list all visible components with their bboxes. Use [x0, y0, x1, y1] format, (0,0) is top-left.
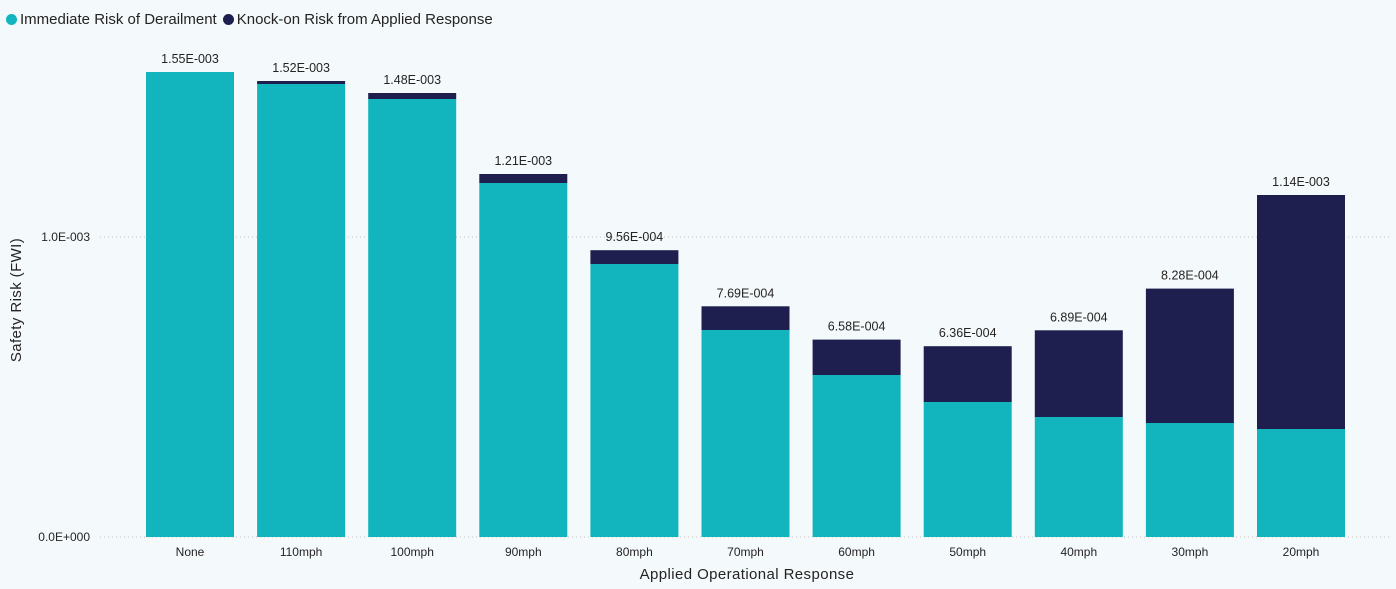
bar-immediate-risk[interactable]: [1034, 417, 1123, 537]
x-tick-label: 80mph: [616, 545, 653, 559]
x-tick-label: 100mph: [391, 545, 434, 559]
legend: Immediate Risk of Derailment Knock-on Ri…: [6, 9, 499, 29]
y-tick-label: 0.0E+000: [38, 530, 90, 544]
bar-knock-on-risk[interactable]: [590, 250, 679, 264]
bar-immediate-risk[interactable]: [590, 264, 679, 537]
bar-immediate-risk[interactable]: [701, 330, 790, 537]
total-data-label: 6.89E-004: [1050, 310, 1108, 324]
x-tick-label: 90mph: [505, 545, 542, 559]
total-data-label: 6.36E-004: [939, 326, 997, 340]
x-tick-label: 70mph: [727, 545, 764, 559]
bar-immediate-risk[interactable]: [923, 402, 1012, 537]
x-tick-label: 20mph: [1283, 545, 1320, 559]
bar-knock-on-risk[interactable]: [257, 81, 346, 84]
bar-knock-on-risk[interactable]: [1145, 288, 1234, 423]
x-axis-title: Applied Operational Response: [640, 566, 855, 583]
bar-immediate-risk[interactable]: [479, 183, 568, 537]
bar-knock-on-risk[interactable]: [701, 306, 790, 330]
x-tick-label: 110mph: [280, 545, 322, 559]
data-label-layer: 1.55E-003 1.52E-003 1.48E-003 1.21E-003 9.56…: [161, 52, 1330, 340]
bar-immediate-risk[interactable]: [1145, 423, 1234, 537]
legend-marker-immediate-risk: [6, 13, 17, 25]
bar-immediate-risk[interactable]: [812, 375, 901, 537]
total-data-label: 6.58E-004: [828, 320, 886, 334]
y-tick-label: 1.0E-003: [41, 230, 90, 244]
bar-immediate-risk[interactable]: [257, 84, 346, 537]
total-data-label: 8.28E-004: [1161, 269, 1219, 283]
x-tick-label: 50mph: [949, 545, 986, 559]
bar-layer: [146, 72, 1345, 537]
legend-marker-knock-on-risk: [222, 13, 234, 25]
bar-knock-on-risk[interactable]: [368, 93, 457, 99]
bar-knock-on-risk[interactable]: [479, 174, 568, 183]
legend-label-knock-on-risk: Knock-on Risk from Applied Response: [236, 10, 493, 28]
y-axis-title: Safety Risk (FWI): [8, 238, 25, 362]
legend-item-knock-on-risk[interactable]: Knock-on Risk from Applied Response: [222, 10, 493, 28]
bar-knock-on-risk[interactable]: [1034, 330, 1123, 417]
x-tick-label: None: [176, 545, 205, 559]
total-data-label: 1.52E-003: [272, 61, 330, 75]
axis-layer: 0.0E+000 1.0E-003 None 110mph 100mph 90mph 80m…: [38, 230, 1319, 559]
total-data-label: 9.56E-004: [606, 230, 664, 244]
bar-immediate-risk[interactable]: [146, 72, 234, 537]
bar-knock-on-risk[interactable]: [923, 346, 1012, 402]
legend-item-immediate-risk[interactable]: Immediate Risk of Derailment: [6, 11, 217, 28]
bar-knock-on-risk[interactable]: [812, 339, 901, 375]
bar-knock-on-risk[interactable]: [1257, 195, 1345, 429]
legend-label-immediate-risk: Immediate Risk of Derailment: [20, 10, 217, 28]
total-data-label: 1.14E-003: [1272, 175, 1330, 189]
total-data-label: 1.21E-003: [494, 154, 552, 168]
x-tick-label: 40mph: [1060, 545, 1097, 559]
total-data-label: 7.69E-004: [717, 286, 775, 300]
bar-immediate-risk[interactable]: [1257, 429, 1345, 537]
x-tick-label: 30mph: [1172, 545, 1209, 559]
total-data-label: 1.48E-003: [383, 73, 441, 87]
x-tick-label: 60mph: [838, 545, 875, 559]
bar-immediate-risk[interactable]: [368, 99, 457, 537]
total-data-label: 1.55E-003: [161, 52, 219, 66]
